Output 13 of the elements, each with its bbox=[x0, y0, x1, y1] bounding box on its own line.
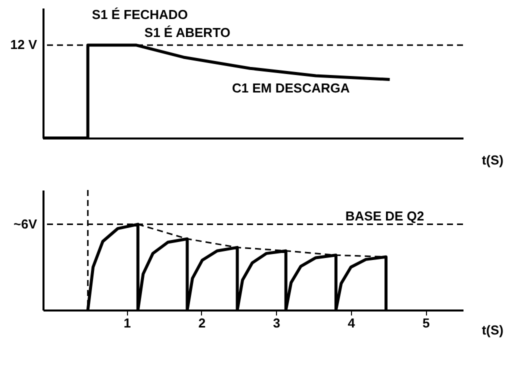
annotation: S1 É ABERTO bbox=[144, 25, 230, 40]
x-tick-label: 2 bbox=[198, 316, 206, 330]
ref-line-label: 12 V bbox=[10, 37, 38, 52]
x-tick-label: 1 bbox=[124, 316, 131, 330]
x-tick-label: 3 bbox=[273, 316, 280, 330]
x-tick-label: 4 bbox=[348, 316, 356, 330]
text: BASE DE Q2 bbox=[345, 208, 424, 224]
annotation: C1 EM DESCARGA bbox=[232, 80, 350, 96]
x-axis-title: t(S) bbox=[482, 322, 504, 338]
annotation: S1 É FECHADO bbox=[92, 7, 188, 22]
x-tick-label: 5 bbox=[422, 316, 430, 330]
ref-line-label: ~6V bbox=[14, 216, 38, 232]
x-axis-title: t(S) bbox=[482, 152, 504, 168]
